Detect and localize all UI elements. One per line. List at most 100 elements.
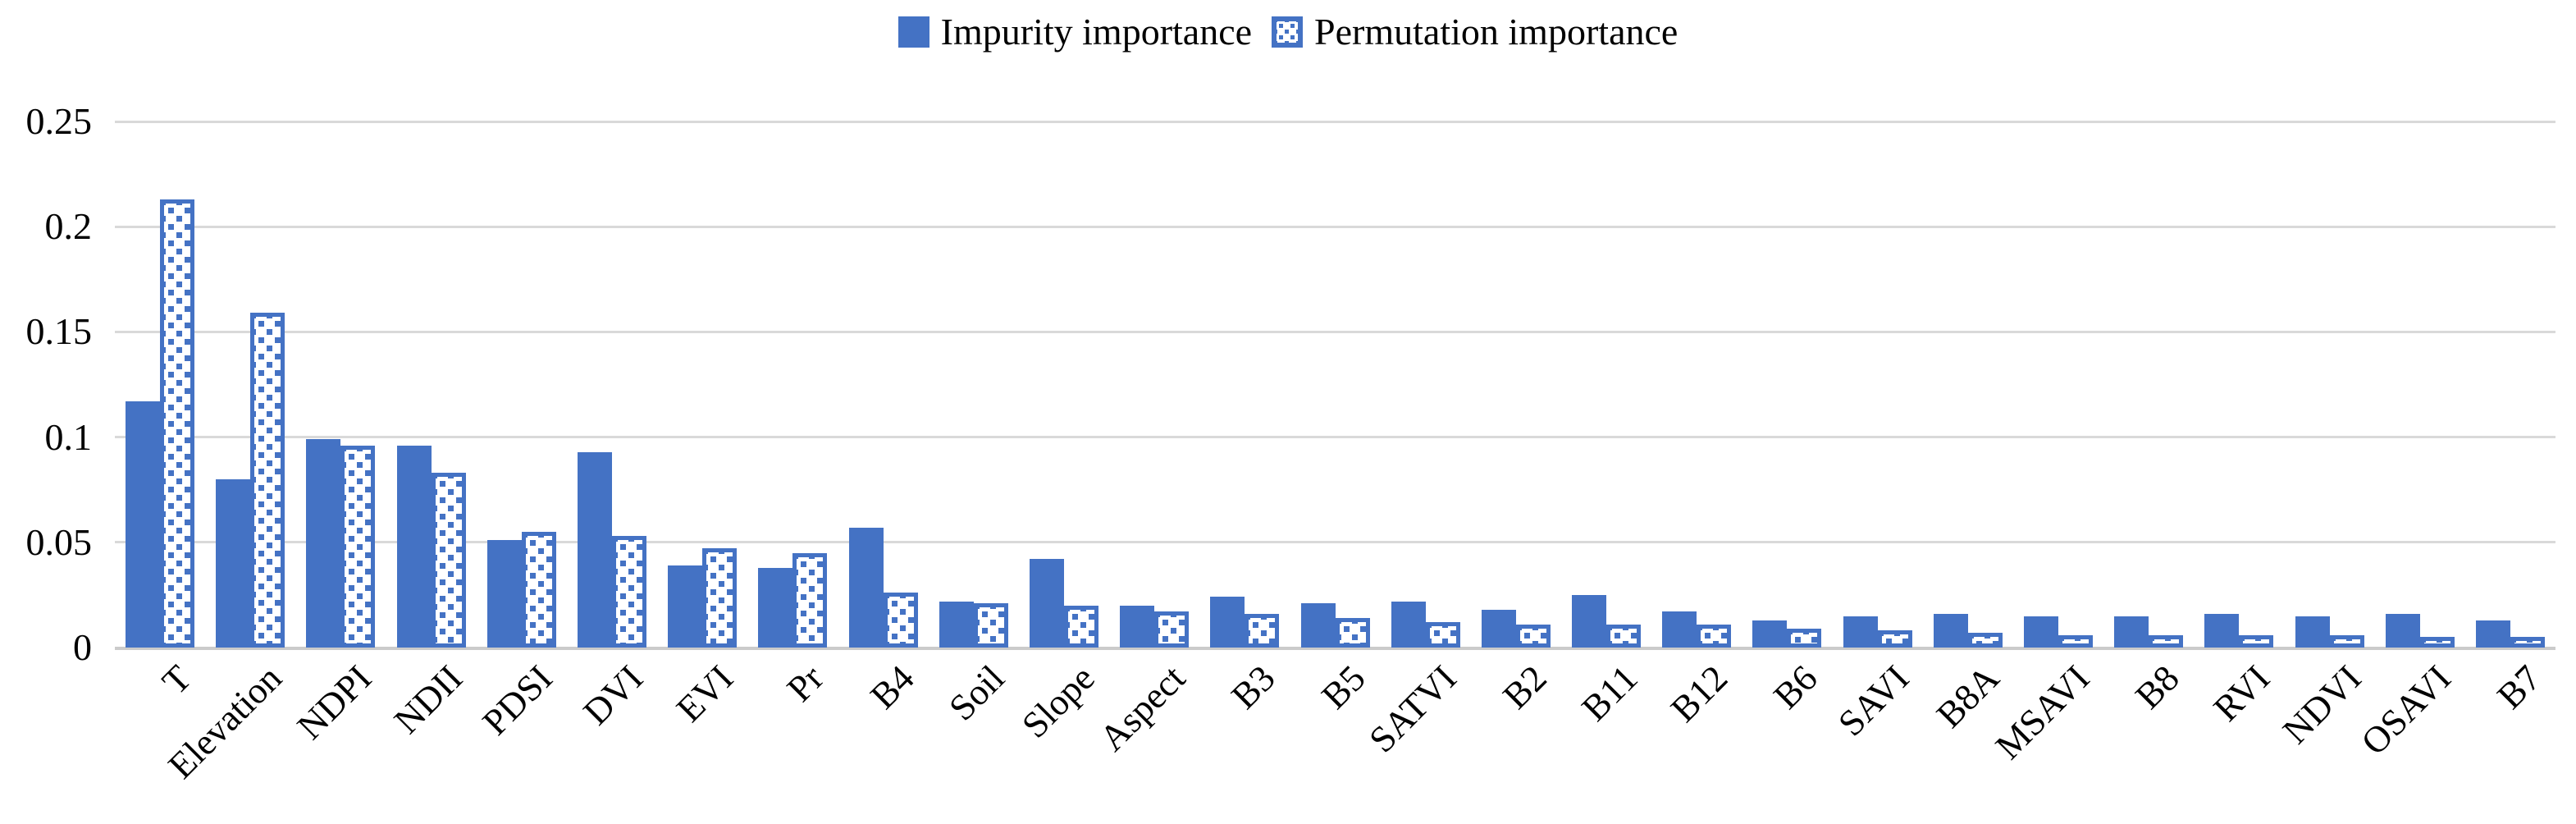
x-label-Soil: Soil xyxy=(941,657,1013,729)
x-label-DVI: DVI xyxy=(575,657,651,733)
bar-impurity-B12 xyxy=(1662,611,1697,648)
bar-impurity-MSAVI xyxy=(2024,616,2058,648)
gridline-0.15 xyxy=(115,330,2555,333)
bar-impurity-Aspect xyxy=(1120,606,1154,648)
x-label-SAVI: SAVI xyxy=(1829,657,1917,744)
bar-impurity-NDII xyxy=(397,446,432,648)
x-label-OSAVI: OSAVI xyxy=(2353,657,2460,763)
bar-impurity-Pr xyxy=(758,568,792,648)
y-tick-label-0.2: 0.2 xyxy=(44,205,93,248)
bar-impurity-Elevation xyxy=(216,479,250,648)
bar-impurity-OSAVI xyxy=(2386,614,2420,648)
x-label-B8A: B8A xyxy=(1928,657,2007,736)
bar-impurity-B4 xyxy=(849,528,884,648)
bar-impurity-B11 xyxy=(1572,595,1606,648)
bar-impurity-NDVI xyxy=(2295,616,2330,648)
bar-impurity-B2 xyxy=(1482,610,1516,648)
bar-permutation-B5 xyxy=(1336,618,1370,648)
x-label-T: T xyxy=(153,657,199,703)
x-label-RVI: RVI xyxy=(2205,657,2278,730)
legend: Impurity importance Permutation importan… xyxy=(0,13,2576,51)
bar-permutation-Soil xyxy=(974,603,1008,648)
x-label-B12: B12 xyxy=(1662,657,1736,730)
gridline-0.25 xyxy=(115,120,2555,123)
bar-permutation-SAVI xyxy=(1878,630,1912,648)
bar-permutation-B12 xyxy=(1697,625,1731,648)
bar-impurity-NDPI xyxy=(306,439,340,648)
bar-permutation-B8 xyxy=(2149,635,2183,648)
bar-impurity-Soil xyxy=(939,602,974,648)
x-label-B6: B6 xyxy=(1765,657,1826,717)
bar-impurity-B8A xyxy=(1934,614,1968,648)
gridline-0.1 xyxy=(115,436,2555,439)
plot-area: T Elevation NDPI NDII PDSI DVI EVI Pr B4 Soil Slop… xyxy=(115,120,2555,786)
bar-permutation-NDVI xyxy=(2330,635,2364,648)
x-label-Pr: Pr xyxy=(779,657,832,710)
bar-impurity-PDSI xyxy=(487,540,522,648)
y-tick-label-0.15: 0.15 xyxy=(25,310,93,353)
x-label-NDPI: NDPI xyxy=(289,657,380,748)
bar-permutation-RVI xyxy=(2239,635,2273,648)
bar-permutation-DVI xyxy=(612,536,646,648)
bar-permutation-Aspect xyxy=(1154,611,1189,648)
x-label-B2: B2 xyxy=(1495,657,1555,717)
bar-permutation-T xyxy=(160,199,194,648)
y-tick-label-0.05: 0.05 xyxy=(25,520,93,563)
bar-permutation-Elevation xyxy=(250,313,285,648)
x-label-SATVI: SATVI xyxy=(1361,657,1465,761)
gridline-0 xyxy=(115,646,2555,650)
legend-swatch-permutation-icon xyxy=(1272,16,1304,48)
x-label-NDVI: NDVI xyxy=(2274,657,2369,752)
bar-permutation-B6 xyxy=(1787,629,1821,648)
bar-permutation-EVI xyxy=(702,548,737,648)
y-tick-label-0: 0 xyxy=(73,626,92,668)
y-axis: 0.25 0.2 0.15 0.1 0.05 0 xyxy=(0,0,115,824)
bar-permutation-B7 xyxy=(2510,637,2545,648)
bar-impurity-DVI xyxy=(578,452,612,648)
x-label-NDII: NDII xyxy=(386,657,471,742)
x-label-PDSI: PDSI xyxy=(474,657,561,744)
bar-permutation-B4 xyxy=(884,593,918,648)
gridline-0.2 xyxy=(115,225,2555,228)
bar-impurity-T xyxy=(126,401,160,648)
y-tick-label-0.25: 0.25 xyxy=(25,100,93,142)
bar-permutation-OSAVI xyxy=(2420,637,2455,648)
gridline-0.05 xyxy=(115,541,2555,544)
bar-impurity-SAVI xyxy=(1843,616,1878,648)
bar-permutation-PDSI xyxy=(522,532,556,648)
bar-impurity-B5 xyxy=(1301,603,1336,648)
bar-impurity-B6 xyxy=(1752,620,1787,648)
x-label-Slope: Slope xyxy=(1014,657,1103,746)
bar-permutation-NDPI xyxy=(340,446,375,648)
x-label-B8: B8 xyxy=(2127,657,2188,717)
bar-permutation-SATVI xyxy=(1426,622,1460,648)
x-label-B7: B7 xyxy=(2489,657,2550,717)
bar-impurity-B8 xyxy=(2114,616,2149,648)
bar-permutation-B8A xyxy=(1968,633,2003,648)
bar-permutation-Slope xyxy=(1064,606,1098,648)
bar-impurity-SATVI xyxy=(1391,602,1426,648)
legend-label-impurity: Impurity importance xyxy=(940,11,1253,53)
y-tick-label-0.1: 0.1 xyxy=(44,415,93,458)
bar-permutation-MSAVI xyxy=(2058,635,2093,648)
bar-permutation-B11 xyxy=(1606,625,1641,648)
bar-impurity-RVI xyxy=(2204,614,2239,648)
bar-permutation-B3 xyxy=(1245,614,1279,648)
x-label-B3: B3 xyxy=(1223,657,1284,717)
legend-label-permutation: Permutation importance xyxy=(1314,11,1679,53)
bar-impurity-B7 xyxy=(2476,620,2510,648)
bar-permutation-NDII xyxy=(432,473,466,648)
bar-permutation-Pr xyxy=(792,553,827,648)
x-label-B11: B11 xyxy=(1573,657,1646,730)
legend-swatch-impurity-icon xyxy=(897,16,929,48)
bar-impurity-Slope xyxy=(1030,559,1064,648)
bar-impurity-B3 xyxy=(1210,597,1245,648)
bar-permutation-B2 xyxy=(1516,625,1551,648)
x-label-B5: B5 xyxy=(1313,657,1374,717)
x-label-Aspect: Aspect xyxy=(1091,657,1194,759)
x-label-EVI: EVI xyxy=(668,657,742,730)
x-label-MSAVI: MSAVI xyxy=(1987,657,2098,767)
bar-impurity-EVI xyxy=(668,565,702,648)
x-label-B4: B4 xyxy=(862,657,923,717)
